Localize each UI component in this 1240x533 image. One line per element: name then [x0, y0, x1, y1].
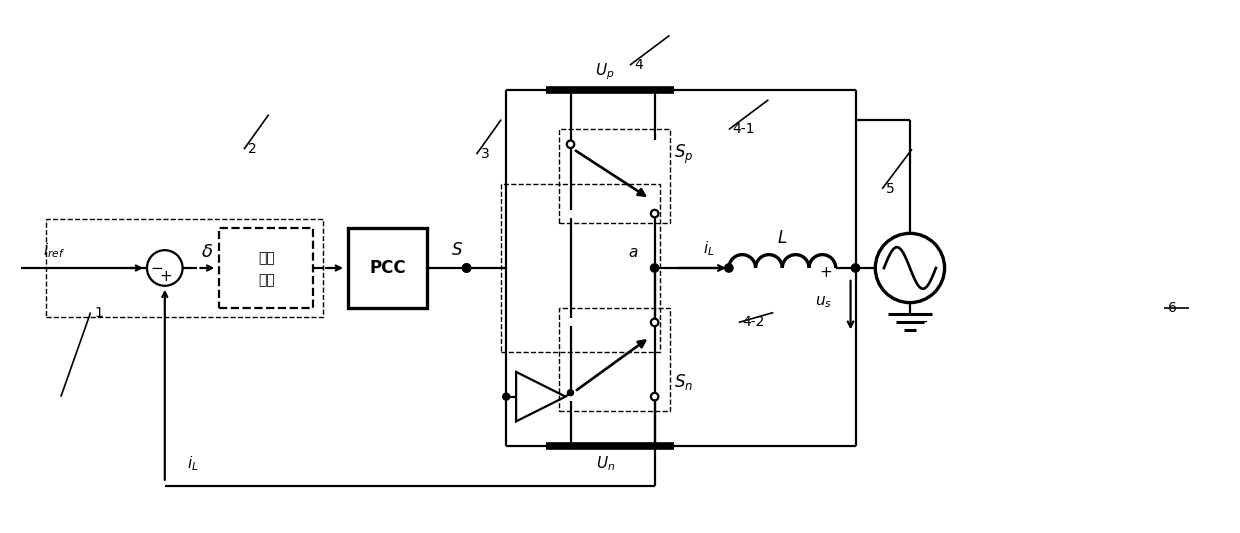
Text: $-$: $-$	[916, 313, 928, 327]
Text: $S$: $S$	[450, 241, 463, 259]
Text: $S_p$: $S_p$	[675, 143, 694, 166]
Text: 4-2: 4-2	[743, 316, 765, 329]
Text: $U_n$: $U_n$	[595, 455, 615, 473]
Text: $i_L$: $i_L$	[187, 455, 198, 473]
Circle shape	[568, 390, 573, 395]
Text: $u_s$: $u_s$	[816, 295, 832, 310]
Bar	[559, 130, 671, 223]
Bar	[219, 229, 314, 308]
Text: $+$: $+$	[159, 269, 172, 285]
Text: 4-1: 4-1	[733, 123, 755, 136]
Text: $+$: $+$	[820, 265, 832, 280]
Text: $U_p$: $U_p$	[595, 62, 615, 82]
Circle shape	[502, 393, 510, 400]
Bar	[348, 229, 427, 308]
Text: $\delta$: $\delta$	[201, 243, 213, 261]
Bar	[501, 184, 660, 352]
Text: PCC: PCC	[370, 259, 405, 277]
Circle shape	[651, 319, 658, 326]
Bar	[46, 219, 324, 318]
Text: $-$: $-$	[150, 259, 164, 273]
Text: $i_L$: $i_L$	[703, 239, 714, 257]
Text: 2: 2	[248, 142, 257, 156]
Text: 5: 5	[887, 182, 895, 196]
Circle shape	[852, 264, 859, 272]
Bar	[559, 308, 671, 411]
Text: 6: 6	[1168, 301, 1177, 314]
Circle shape	[651, 210, 658, 217]
Circle shape	[567, 141, 574, 148]
Circle shape	[463, 264, 471, 272]
Text: 补偿: 补偿	[258, 251, 274, 265]
Text: $a$: $a$	[627, 245, 639, 260]
Circle shape	[463, 264, 471, 272]
Text: 4: 4	[634, 58, 642, 72]
Circle shape	[651, 264, 658, 272]
Text: $S_n$: $S_n$	[675, 372, 693, 392]
Circle shape	[724, 264, 733, 272]
Text: 网络: 网络	[258, 273, 274, 287]
Text: 3: 3	[480, 147, 490, 161]
Text: $L$: $L$	[777, 229, 787, 247]
Circle shape	[651, 393, 658, 400]
Text: 1: 1	[94, 305, 103, 319]
Text: $i_{ref}$: $i_{ref}$	[43, 241, 64, 260]
